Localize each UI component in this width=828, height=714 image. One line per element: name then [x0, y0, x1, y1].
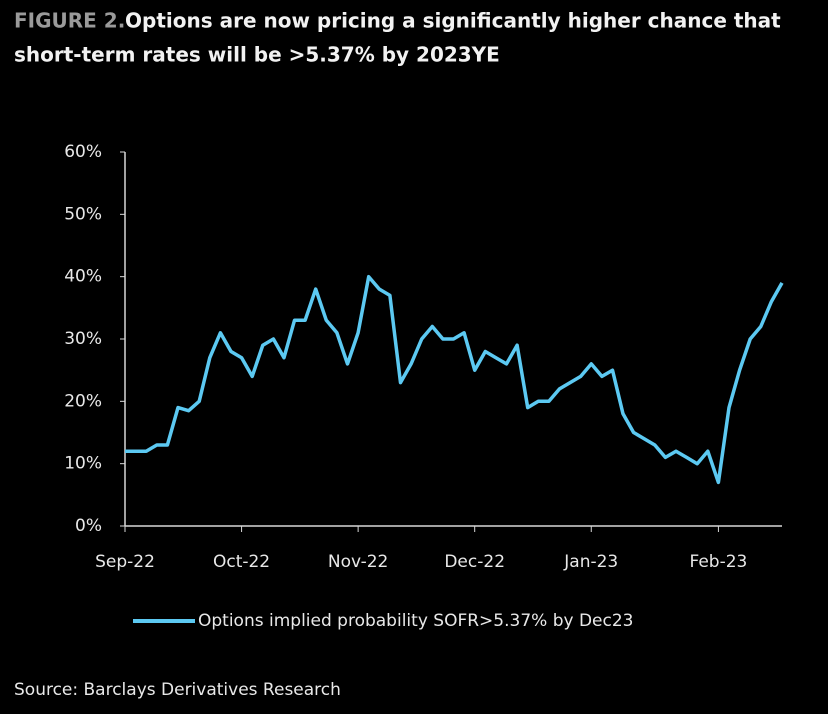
legend-label: Options implied probability SOFR>5.37% b…	[198, 611, 633, 631]
y-tick-label: 50%	[64, 204, 102, 224]
y-tick-label: 60%	[64, 142, 102, 162]
data-line	[125, 274, 784, 485]
x-tick-label: Dec-22	[444, 552, 505, 572]
x-tick-label: Jan-23	[563, 552, 618, 572]
figure-label: FIGURE 2.	[14, 9, 125, 33]
x-tick-label: Nov-22	[328, 552, 389, 572]
y-tick-label: 10%	[64, 454, 102, 474]
y-tick-label: 20%	[64, 391, 102, 411]
y-tick-label: 30%	[64, 329, 102, 349]
x-tick-label: Sep-22	[95, 552, 155, 572]
chart-title: short-term rates will be >5.37% by 2023Y…	[14, 43, 500, 67]
chart-title: Options are now pricing a significantly …	[125, 9, 781, 33]
x-tick-label: Oct-22	[213, 552, 270, 572]
y-tick-label: 40%	[64, 267, 102, 287]
source: Source: Barclays Derivatives Research	[14, 680, 341, 700]
y-tick-label: 0%	[75, 516, 102, 536]
x-tick-label: Feb-23	[689, 552, 747, 572]
